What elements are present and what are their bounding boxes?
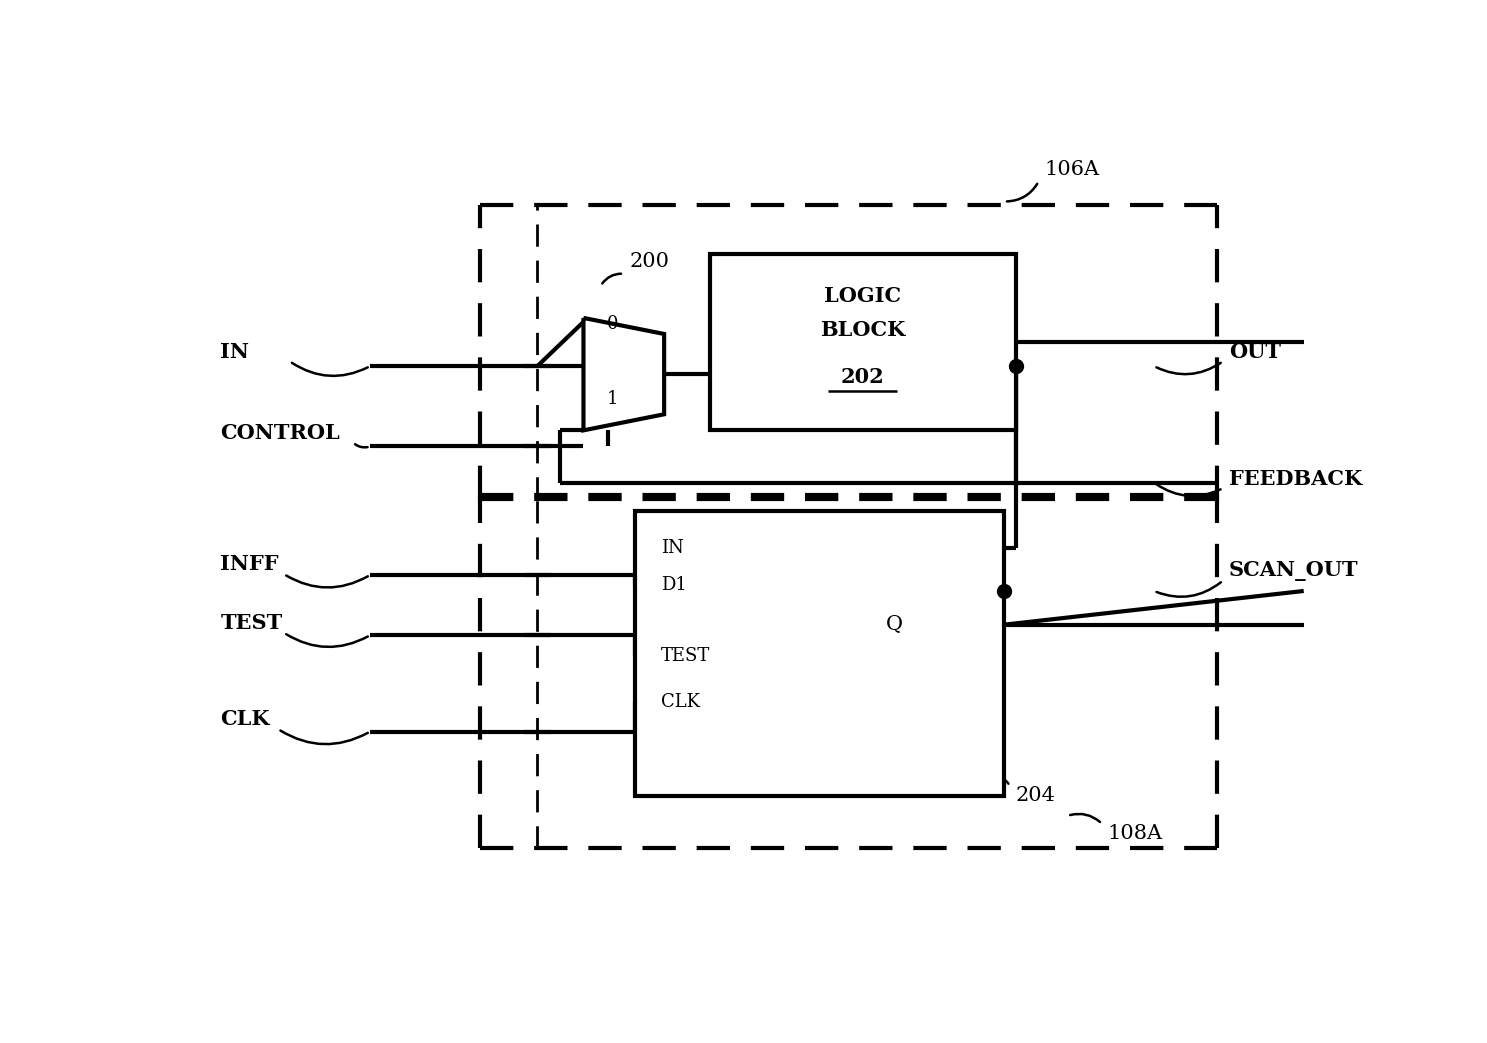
Text: CLK: CLK <box>220 709 271 729</box>
Text: IN: IN <box>660 539 684 557</box>
Text: 106A: 106A <box>1044 160 1099 178</box>
Text: TEST: TEST <box>220 613 283 633</box>
Text: 200: 200 <box>629 252 669 271</box>
Text: IN: IN <box>220 342 250 362</box>
Text: LOGIC: LOGIC <box>824 286 901 306</box>
Text: 202: 202 <box>842 367 885 387</box>
Text: 204: 204 <box>1016 786 1056 805</box>
Text: D1: D1 <box>660 576 687 593</box>
Text: TEST: TEST <box>660 647 709 665</box>
Text: 1: 1 <box>607 390 619 408</box>
Text: OUT: OUT <box>1228 342 1280 362</box>
Bar <box>711 253 1016 431</box>
Text: SCAN_OUT: SCAN_OUT <box>1228 561 1359 581</box>
Text: CLK: CLK <box>660 693 700 710</box>
Text: BLOCK: BLOCK <box>821 319 906 340</box>
Text: CONTROL: CONTROL <box>220 422 341 442</box>
Text: INFF: INFF <box>220 555 280 575</box>
Text: FEEDBACK: FEEDBACK <box>1228 468 1362 488</box>
Polygon shape <box>583 318 665 431</box>
Text: Q: Q <box>886 615 903 634</box>
Bar <box>635 511 1004 796</box>
Text: 108A: 108A <box>1108 824 1163 843</box>
Text: 0: 0 <box>607 315 619 334</box>
